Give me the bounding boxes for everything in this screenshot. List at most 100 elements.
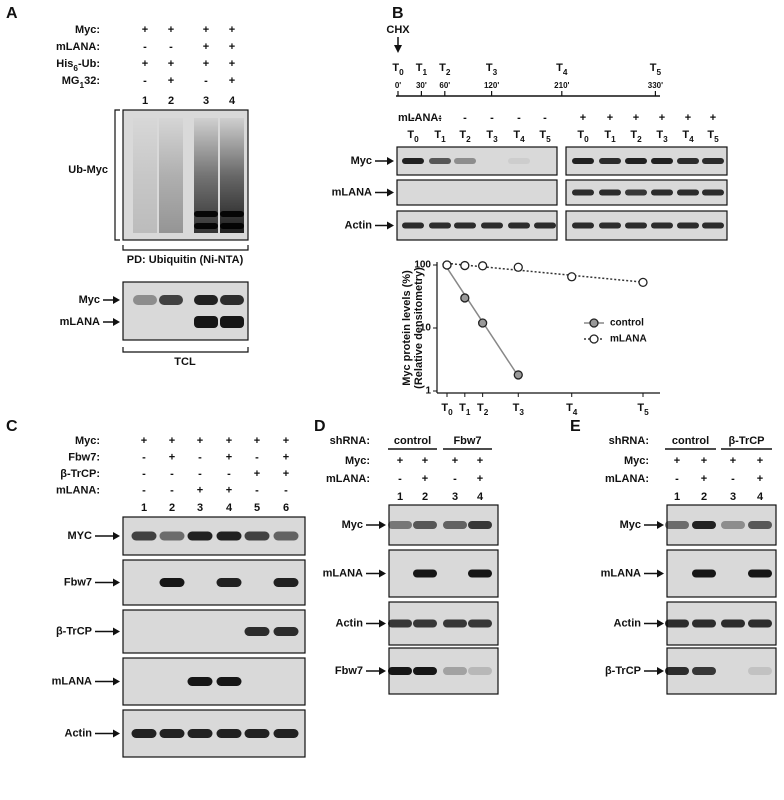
- marker-label: Fbw7: [64, 576, 92, 588]
- condition-sign: +: [452, 455, 458, 467]
- time-label: 0': [395, 81, 401, 90]
- arrow-head: [394, 45, 402, 53]
- time-point: T3: [486, 62, 498, 77]
- blot: [396, 179, 558, 206]
- band: [194, 211, 218, 217]
- x-tick-label: T4: [566, 402, 578, 417]
- condition-sign: +: [580, 112, 586, 124]
- band: [443, 667, 467, 675]
- arrow-head: [387, 188, 394, 197]
- data-point: [477, 318, 488, 328]
- panel-label: C: [6, 418, 18, 435]
- band: [748, 619, 772, 628]
- band: [748, 521, 772, 529]
- band: [468, 619, 492, 628]
- condition-sign: +: [659, 112, 665, 124]
- condition-sign: +: [203, 58, 209, 70]
- condition-sign: +: [685, 112, 691, 124]
- condition-label: MG132:: [62, 75, 100, 90]
- data-point: [477, 261, 488, 271]
- condition-sign: +: [633, 112, 639, 124]
- lane-number: 4: [477, 491, 484, 503]
- condition-sign: +: [168, 58, 174, 70]
- condition-sign: -: [731, 473, 735, 485]
- band: [665, 619, 689, 628]
- treatment-label: CHX: [386, 24, 410, 36]
- condition-sign: +: [757, 473, 763, 485]
- band: [692, 569, 716, 578]
- band: [220, 316, 244, 328]
- arrow-head: [657, 521, 664, 529]
- band: [702, 158, 724, 164]
- band: [534, 222, 556, 229]
- condition-sign: +: [730, 455, 736, 467]
- condition-label: mLANA:: [605, 473, 649, 485]
- lane-label: T2: [630, 129, 642, 144]
- lane-number: 4: [226, 502, 233, 514]
- lane-number: 1: [674, 491, 680, 503]
- condition-label: mLANA:: [56, 41, 100, 53]
- lane-label: T4: [682, 129, 694, 144]
- condition-sign: +: [397, 455, 403, 467]
- band: [677, 189, 699, 196]
- band: [702, 222, 724, 229]
- lane-number: 5: [254, 502, 260, 514]
- condition-sign: -: [143, 41, 147, 53]
- bracket: [122, 245, 249, 251]
- blot: [666, 549, 777, 598]
- condition-sign: +: [710, 112, 716, 124]
- band: [413, 619, 437, 628]
- time-point: T4: [556, 62, 568, 77]
- band: [665, 521, 689, 529]
- marker-label: Actin: [345, 219, 373, 231]
- condition-sign: +: [226, 451, 232, 463]
- condition-sign: +: [203, 24, 209, 36]
- band: [572, 158, 594, 164]
- marker-label: Actin: [65, 727, 93, 739]
- condition-sign: -: [170, 468, 174, 480]
- marker-label: Fbw7: [335, 665, 363, 677]
- panel-label: D: [314, 418, 326, 435]
- condition-label: Myc:: [624, 455, 649, 467]
- band: [131, 531, 157, 541]
- marker-label: MYC: [68, 530, 93, 542]
- band: [413, 667, 437, 675]
- arrow-head: [387, 157, 394, 165]
- band: [468, 569, 492, 578]
- condition-label: shRNA:: [330, 435, 370, 447]
- band: [599, 189, 621, 196]
- lane-label: T5: [707, 129, 719, 144]
- band: [273, 627, 299, 636]
- condition-sign: +: [226, 484, 232, 496]
- lane-number: 1: [397, 491, 403, 503]
- condition-label: shRNA:: [609, 435, 649, 447]
- band: [216, 531, 242, 541]
- band: [692, 667, 716, 675]
- band: [216, 677, 242, 686]
- band: [388, 521, 412, 529]
- marker-label: Myc: [620, 519, 641, 531]
- condition-label: mLANA:: [326, 473, 370, 485]
- condition-sign: +: [283, 435, 289, 447]
- blot: [122, 281, 249, 341]
- time-label: 30': [416, 81, 427, 90]
- band: [187, 729, 213, 738]
- condition-sign: +: [422, 473, 428, 485]
- marker-label: mLANA: [601, 567, 641, 579]
- arrow-head: [113, 627, 120, 636]
- pulldown-label: PD: Ubiquitin (Ni-NTA): [127, 254, 244, 266]
- band: [508, 222, 530, 229]
- arrow-head: [387, 221, 394, 230]
- marker-label: mLANA: [323, 567, 363, 579]
- lane-number: 3: [452, 491, 458, 503]
- band: [468, 521, 492, 529]
- condition-sign: -: [284, 484, 288, 496]
- condition-sign: -: [255, 451, 259, 463]
- band: [625, 222, 647, 229]
- band: [429, 222, 451, 229]
- band: [748, 569, 772, 578]
- band: [159, 729, 185, 738]
- band: [468, 667, 492, 675]
- arrow-head: [379, 667, 386, 675]
- marker-label: mLANA: [52, 675, 92, 687]
